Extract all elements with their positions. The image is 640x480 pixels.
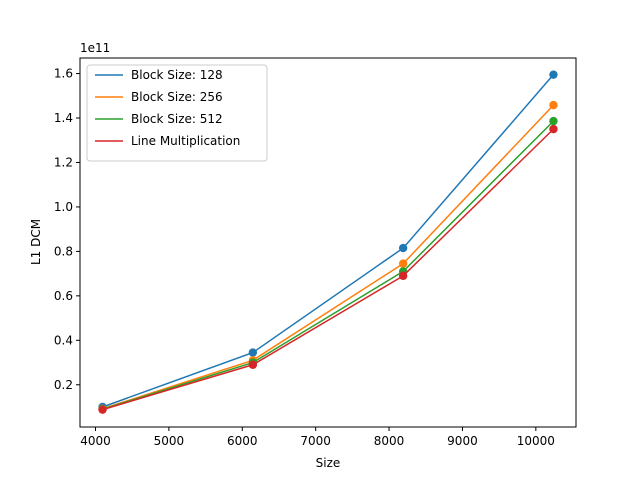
legend-box [86,64,268,162]
legend: Block Size: 128 Block Size: 256 Block Size… [86,64,268,162]
y-tick-label: 0.2 [54,378,73,392]
x-axis-title: Size [316,456,341,470]
x-tick-label: 7000 [300,434,331,448]
data-point [549,124,558,134]
y-tick-label: 1.6 [54,67,73,81]
data-point [549,100,558,110]
data-point [398,271,408,281]
series-layer [98,70,558,414]
series-line [102,120,554,410]
data-point [398,259,408,268]
y-tick-label: 0.6 [54,289,73,303]
y-axis-title: L1 DCM [29,219,43,265]
y-tick-label: 1.0 [54,200,73,214]
y-axis-offset-text: 1e11 [80,41,110,55]
x-tick-label: 8000 [374,434,405,448]
x-tick-label: 5000 [154,434,185,448]
series-line [102,128,554,411]
x-tick-label: 4000 [80,434,111,448]
data-point [98,405,107,414]
data-point [248,348,258,357]
series-4 [98,124,558,414]
y-tick-label: 0.4 [54,333,73,347]
y-tick-label: 1.4 [54,111,73,125]
legend-label: Block Size: 256 [131,90,223,104]
data-point [248,360,258,369]
x-tick-label: 6000 [227,434,258,448]
plot-frame [79,57,577,428]
series-line [102,104,554,410]
data-point [549,116,558,126]
x-tick-label: 9000 [447,434,478,448]
y-tick-label: 0.8 [54,244,73,258]
data-point [398,243,408,253]
series-line [102,74,555,408]
y-tick-label: 1.2 [54,155,73,169]
axes: 4000 5000 6000 7000 8000 9000 10000 0.2 0.4 0.6 0.… [54,57,577,448]
legend-label: Block Size: 128 [131,68,223,82]
data-point [549,70,558,79]
legend-label: Block Size: 512 [131,112,223,126]
x-tick-label: 10000 [517,434,555,448]
legend-label: Line Multiplication [131,134,240,148]
